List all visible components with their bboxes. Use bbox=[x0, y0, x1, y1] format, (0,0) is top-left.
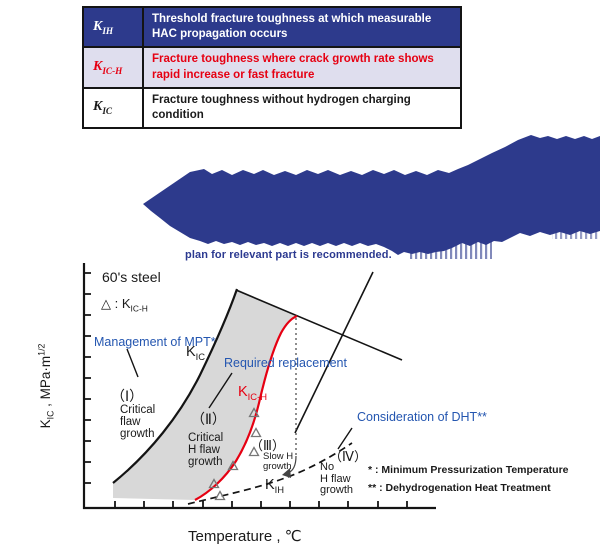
region-3-numeral: （Ⅲ） bbox=[250, 438, 285, 453]
x-axis-label: Temperature , ℃ bbox=[188, 528, 302, 545]
blob-caption: plan for relevant part is recommended. bbox=[185, 249, 392, 261]
region-4-numeral: （Ⅳ） bbox=[329, 449, 367, 464]
footnote-dht: ** : Dehydrogenation Heat Treatment bbox=[368, 482, 551, 494]
table-symbol-kih: KIH bbox=[84, 8, 144, 47]
dotted-guide-arrowhead bbox=[282, 468, 291, 478]
y-axis-ticks bbox=[84, 272, 91, 484]
mpt-leader-line bbox=[126, 348, 139, 378]
footnote-mpt: * : Minimum Pressurization Temperature bbox=[368, 464, 569, 476]
region-2-caption: Critical H flaw growth bbox=[188, 432, 224, 468]
region-3-caption: Slow H growth bbox=[263, 451, 294, 472]
symbol-legend-table: KIH Threshold fracture toughness at whic… bbox=[82, 6, 462, 130]
blob-leader-line bbox=[294, 271, 374, 434]
replacement-leader-line bbox=[208, 372, 233, 409]
region-2-numeral: （Ⅱ） bbox=[191, 411, 226, 427]
kic-curve bbox=[112, 288, 239, 484]
zone-top-boundary-line bbox=[235, 289, 403, 361]
region-1-numeral: （Ⅰ） bbox=[111, 388, 144, 404]
kic-curve-label: KIC bbox=[186, 344, 206, 362]
blob-stripe-texture-right bbox=[552, 230, 600, 239]
callout-mpt: Management of MPT* bbox=[94, 335, 216, 349]
table-desc-kich: Fracture toughness where crack growth ra… bbox=[144, 46, 460, 87]
shaded-replacement-zone bbox=[113, 289, 297, 500]
annotation-blob-arrow bbox=[143, 135, 600, 255]
kich-curve-label: KIC-H bbox=[238, 384, 268, 402]
kih-curve-label: KIH bbox=[265, 477, 285, 495]
callout-replacement: Required replacement bbox=[224, 356, 347, 370]
kich-data-triangles bbox=[208, 407, 262, 501]
triangle-marker-icon: △ bbox=[101, 296, 111, 311]
table-desc-kih: Threshold fracture toughness at which me… bbox=[144, 8, 460, 47]
x-axis-ticks bbox=[114, 501, 408, 508]
kich-curve bbox=[194, 314, 298, 501]
region-1-caption: Critical flaw growth bbox=[120, 404, 156, 440]
dht-leader-line bbox=[337, 427, 353, 450]
region-4-caption: No H flaw growth bbox=[320, 461, 354, 496]
chart-title: 60's steel bbox=[102, 269, 161, 285]
chart-legend-entry: △ : KIC-H bbox=[101, 296, 148, 314]
y-axis-label: KIC , MPa·m1/2 bbox=[36, 343, 56, 429]
table-symbol-kich: KIC-H bbox=[84, 46, 144, 87]
kih-curve bbox=[187, 442, 353, 505]
blob-stripe-texture bbox=[408, 242, 492, 259]
table-desc-kic: Fracture toughness without hydrogen char… bbox=[144, 86, 460, 128]
callout-dht: Consideration of DHT** bbox=[357, 410, 487, 424]
table-symbol-kic: KIC bbox=[84, 86, 144, 128]
